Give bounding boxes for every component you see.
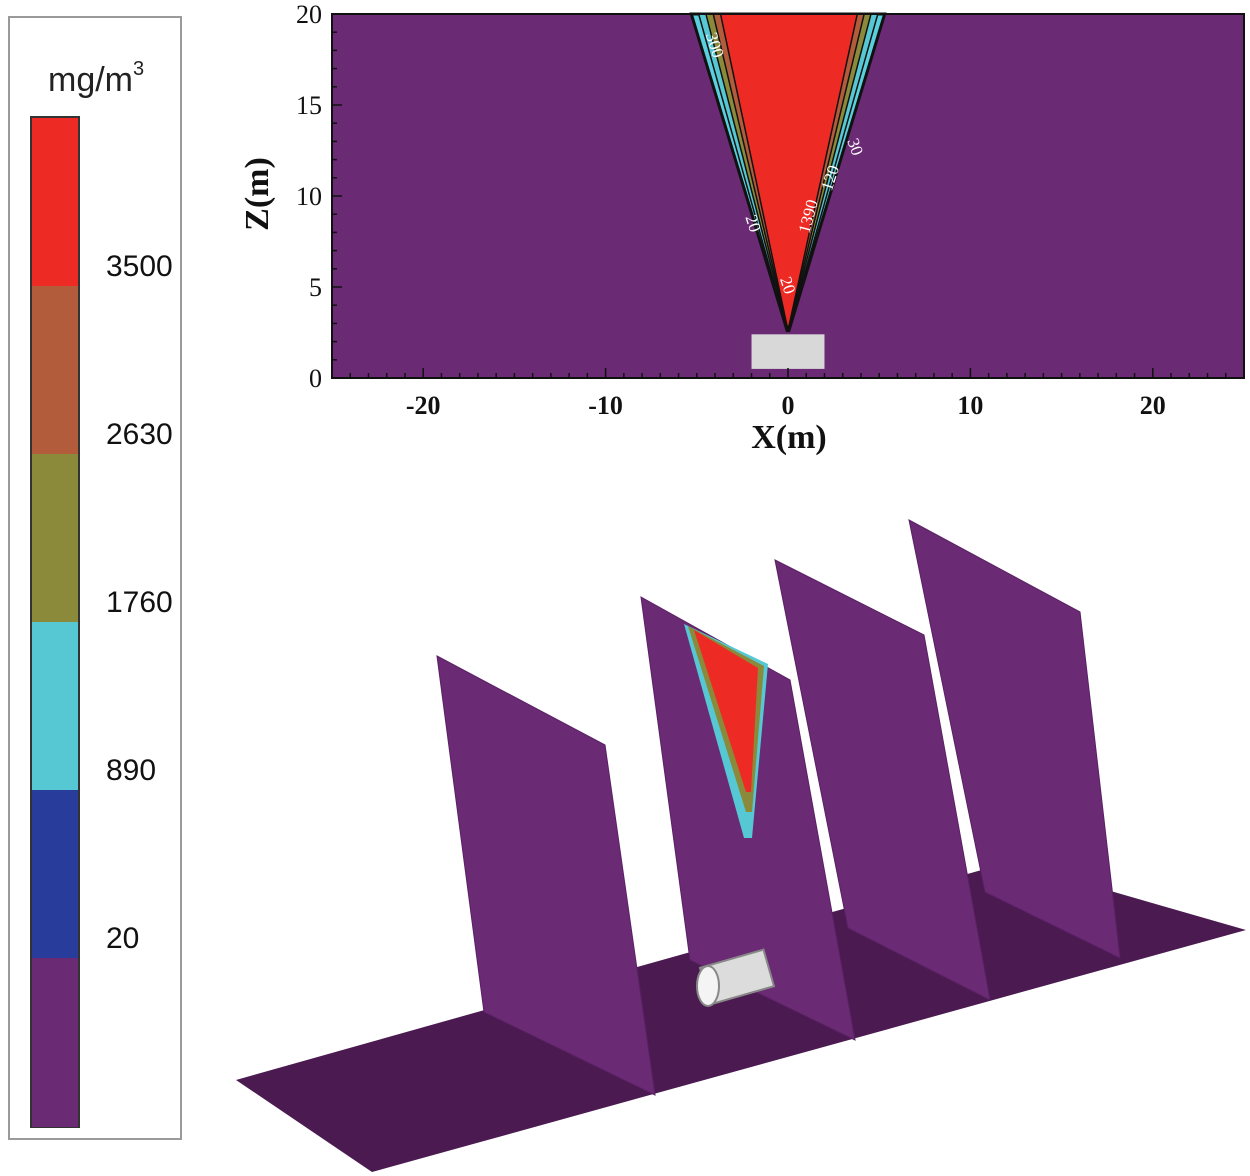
contour-label: 30 — [843, 136, 867, 158]
y-tick-label: 5 — [309, 273, 322, 302]
source-box — [751, 334, 825, 369]
x-tick-label: 0 — [782, 391, 795, 420]
colorbar-legend: mg/m3 3500 2630 1760 890 20 — [8, 16, 182, 1140]
legend-swatch — [32, 286, 78, 455]
plume-core-3d — [694, 630, 758, 792]
legend-swatch — [32, 790, 78, 959]
cylinder-source — [696, 948, 776, 1007]
y-tick-label: 15 — [296, 91, 322, 120]
x-tick-label: -10 — [588, 391, 623, 420]
legend-tick-label: 1760 — [106, 586, 173, 619]
legend-swatch — [32, 454, 78, 623]
legend-tick-label: 3500 — [106, 250, 173, 283]
legend-swatch — [32, 118, 78, 287]
contour-label: 20 — [776, 274, 799, 296]
y-tick-label: 10 — [296, 182, 322, 211]
y-tick-label: 20 — [296, 0, 322, 29]
legend-swatch — [32, 622, 78, 791]
y-axis-label: Z(m) — [239, 157, 276, 231]
x-axis-label: X(m) — [751, 419, 827, 456]
ground-floor — [236, 862, 1246, 1172]
legend-tick-label: 20 — [106, 922, 140, 955]
x-tick-label: 10 — [957, 391, 983, 420]
slice-plane-1 — [436, 655, 656, 1096]
contour-label: 20 — [741, 212, 764, 234]
legend-swatch — [32, 958, 78, 1127]
legend-tick-label: 890 — [106, 754, 157, 787]
y-tick-label: 0 — [309, 364, 322, 393]
slice-plane-3 — [774, 559, 991, 1001]
plume-contours — [689, 12, 887, 333]
legend-color-bar — [30, 116, 80, 1128]
axes: -20 -10 0 10 20 0 5 10 15 20 — [296, 0, 1245, 420]
slice-plane-4 — [908, 519, 1121, 959]
legend-unit-label: mg/m3 — [48, 58, 145, 99]
x-tick-label: 20 — [1140, 391, 1166, 420]
legend-tick-label: 2630 — [106, 418, 173, 451]
x-tick-label: -20 — [406, 391, 441, 420]
